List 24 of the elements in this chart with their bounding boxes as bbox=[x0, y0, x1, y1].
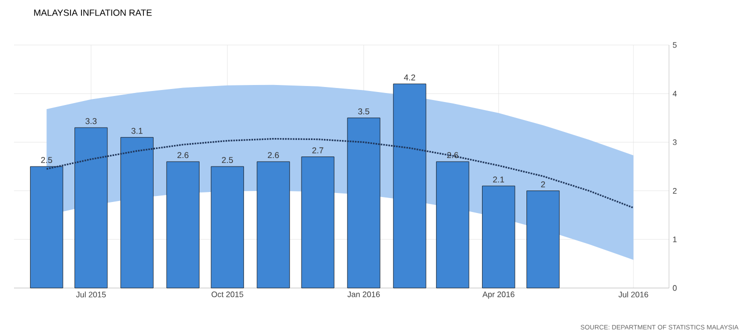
data-label: 4.2 bbox=[404, 74, 416, 80]
bar bbox=[30, 166, 64, 288]
bar bbox=[74, 127, 108, 288]
data-label: 3.1 bbox=[131, 128, 142, 134]
data-label: 2 bbox=[541, 181, 545, 188]
data-label: 2.6 bbox=[268, 152, 279, 158]
bar bbox=[526, 190, 560, 288]
bar bbox=[436, 161, 470, 288]
bar bbox=[210, 166, 244, 288]
bar bbox=[120, 137, 154, 288]
bar bbox=[482, 186, 516, 288]
bar bbox=[301, 156, 334, 288]
data-label: 2.6 bbox=[177, 152, 188, 158]
chart-title: MALAYSIA INFLATION RATE bbox=[34, 10, 152, 16]
bar bbox=[347, 118, 380, 288]
data-label: 2.5 bbox=[41, 156, 52, 163]
bar bbox=[166, 161, 200, 288]
data-label: 3.3 bbox=[86, 118, 97, 124]
bar bbox=[393, 84, 426, 288]
bar bbox=[256, 161, 290, 288]
data-label: 2.5 bbox=[222, 156, 233, 163]
data-label: 2.1 bbox=[493, 176, 504, 182]
data-label: 3.5 bbox=[358, 108, 370, 114]
data-label: 2.7 bbox=[312, 147, 324, 154]
